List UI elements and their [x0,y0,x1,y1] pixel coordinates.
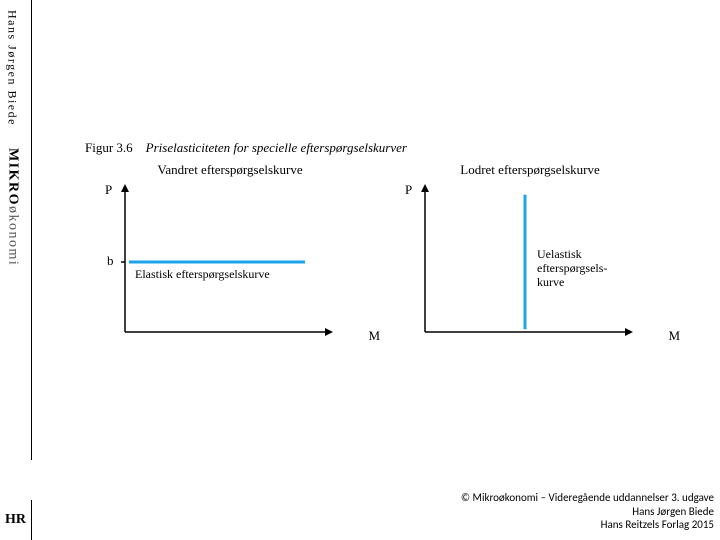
axis-y-label-right: P [405,182,412,198]
figure-title: Priselasticiteten for specielle efterspø… [146,140,407,155]
spine-text-block: Hans Jørgen Biede MIKROøkonomi [4,10,28,450]
chart-svg-right [385,162,675,372]
figure-area: Figur 3.6 Priselasticiteten for speciell… [85,140,700,400]
book-spine: Hans Jørgen Biede MIKROøkonomi [0,0,32,460]
spine-title-light: økonomi [6,206,21,266]
footer-line-2: Hans Jørgen Biede [461,505,714,519]
axis-x-label-left: M [368,328,380,344]
charts-row: Vandret efterspørgselskurve P M b Elasti… [85,162,685,372]
footer-line-1: © Mikroøkonomi – Videregående uddannelse… [461,491,714,505]
copyright-footer: © Mikroøkonomi – Videregående uddannelse… [461,491,714,532]
chart-horizontal-demand: Vandret efterspørgselskurve P M b Elasti… [85,162,375,372]
line-label-left: Elastisk efterspørgselskurve [135,268,270,282]
slide: Hans Jørgen Biede MIKROøkonomi HR Figur … [0,0,720,540]
spine-title-strong: MIKRO [6,148,21,206]
publisher-mark: HR [0,500,32,540]
figure-caption: Figur 3.6 Priselasticiteten for speciell… [85,140,700,156]
axis-y-label-left: P [105,182,112,198]
spine-author: Hans Jørgen Biede [6,10,20,126]
line-label-right: Uelastiskefterspørgsels-kurve [537,248,607,289]
chart-title-left: Vandret efterspørgselskurve [85,162,375,178]
chart-vertical-demand: Lodret efterspørgselskurve P M Uelastisk… [385,162,675,372]
axis-x-label-right: M [668,328,680,344]
chart-title-right: Lodret efterspørgselskurve [385,162,675,178]
figure-number: Figur 3.6 [85,140,133,155]
footer-line-3: Hans Reitzels Forlag 2015 [461,518,714,532]
tick-b-label: b [107,253,114,269]
